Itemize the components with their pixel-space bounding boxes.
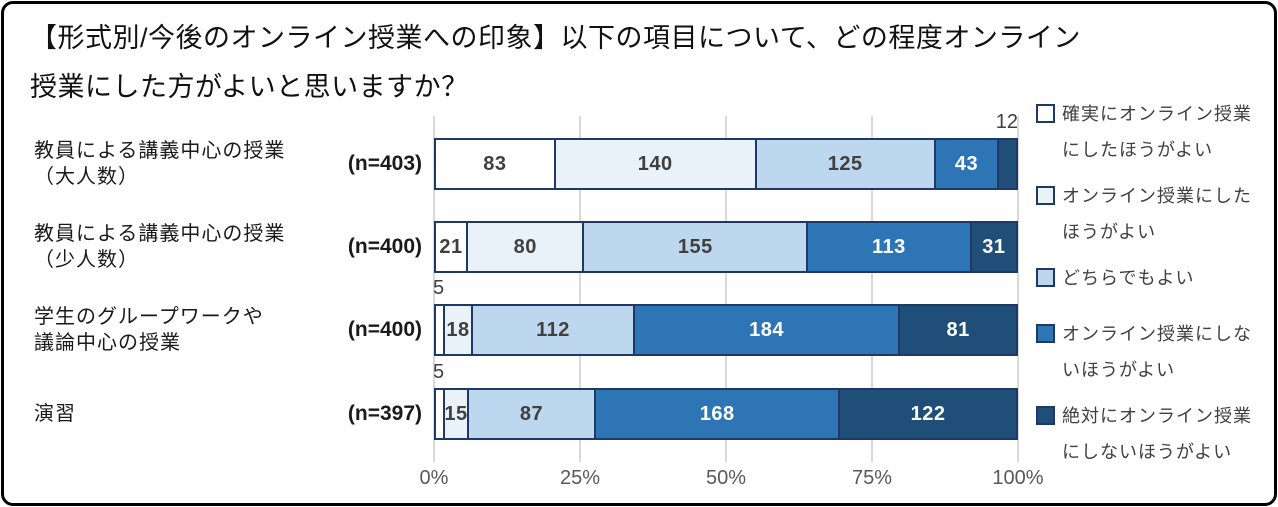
bar-segment: 81	[900, 306, 1016, 354]
category-row-label: 学生のグループワークや 議論中心の授業 (n=400)	[34, 304, 422, 356]
bar-segment: 168	[596, 390, 841, 438]
axis-tick-label: 0%	[419, 467, 449, 489]
bar-segment: 18	[445, 306, 473, 354]
category-label: 教員による講義中心の授業 （少人数）	[34, 223, 286, 271]
sample-size-label: (n=400)	[347, 318, 422, 341]
bar-value-label: 81	[946, 318, 970, 341]
sample-size-label: (n=397)	[347, 402, 422, 425]
category-row-label: 教員による講義中心の授業 （少人数） (n=400)	[34, 221, 422, 273]
axis-tick-label: 100%	[992, 467, 1044, 489]
legend-swatch-icon	[1036, 406, 1055, 425]
bar-value-label: 155	[677, 235, 713, 258]
stacked-bar: 21 80 155 113 31	[434, 221, 1018, 273]
legend-item-label: オンライン授業にしな いほうがよい	[1062, 324, 1252, 380]
bar-segment: 155	[584, 223, 809, 271]
bar-segment: 31	[971, 223, 1017, 271]
legend-item-label: 絶対にオンライン授業 にしないほうがよい	[1062, 406, 1252, 462]
legend-item-label: どちらでもよい	[1062, 268, 1195, 288]
chart-title: 【形式別/今後のオンライン授業への印象】以下の項目について、どの程度オンライン …	[30, 23, 1081, 102]
category-label: 演習	[34, 403, 76, 425]
bar-value-label: 18	[446, 318, 470, 341]
gridline	[433, 116, 435, 462]
legend-item: どちらでもよい	[1036, 260, 1276, 296]
bar-value-label: 87	[519, 402, 544, 425]
legend: 確実にオンライン授業 にしたほうがよい オンライン授業にした ほうがよいどちらでも…	[1036, 96, 1276, 480]
bar-segment: 113	[808, 223, 972, 271]
bar-segment	[436, 306, 446, 354]
bar-value-label: 125	[827, 152, 863, 175]
gridline	[871, 116, 873, 462]
legend-swatch-icon	[1036, 324, 1055, 343]
stacked-bar: 5 15 87 168 122	[433, 361, 1018, 440]
bar-segment: 15	[444, 390, 469, 438]
bar-segment	[436, 390, 446, 438]
bar-value-label: 83	[483, 152, 507, 175]
bar-value-label-outside: 12	[995, 111, 1018, 133]
bar-value-label: 122	[910, 402, 946, 425]
gridline	[579, 116, 581, 462]
bar-segment: 80	[468, 223, 585, 271]
bar-segment	[998, 140, 1016, 188]
legend-item: 絶対にオンライン授業 にしないほうがよい	[1036, 398, 1276, 470]
gridline	[725, 116, 727, 462]
bar-value-label: 31	[982, 235, 1006, 258]
category-label: 教員による講義中心の授業 （大人数）	[34, 140, 286, 188]
bar-value-label-outside: 5	[433, 277, 445, 299]
bar-value-label: 112	[536, 318, 570, 341]
legend-item-label: 確実にオンライン授業 にしたほうがよい	[1062, 104, 1252, 160]
axis-tick-label: 75%	[851, 467, 893, 489]
legend-swatch-icon	[1036, 104, 1055, 123]
category-row-label: 教員による講義中心の授業 （大人数） (n=403)	[34, 138, 422, 190]
bar-value-label-outside: 5	[433, 361, 445, 383]
bar-segment: 87	[468, 390, 597, 438]
bar-value-label: 21	[439, 235, 463, 258]
bar-value-label: 184	[749, 318, 785, 341]
stacked-bar: 83 140 125 43 12	[434, 111, 1018, 190]
stacked-bar: 5 18 112 184 81	[433, 277, 1018, 356]
bar-value-label: 140	[637, 152, 673, 175]
gridline	[1017, 116, 1019, 462]
legend-item-label: オンライン授業にした ほうがよい	[1062, 186, 1252, 242]
bar-segment: 43	[935, 140, 999, 188]
bar-segment: 184	[635, 306, 901, 354]
bar-value-label: 80	[513, 235, 537, 258]
axis-tick-label: 50%	[705, 467, 747, 489]
category-label: 学生のグループワークや 議論中心の授業	[34, 306, 264, 354]
legend-swatch-icon	[1036, 186, 1055, 205]
legend-swatch-icon	[1036, 268, 1055, 287]
legend-item: オンライン授業にした ほうがよい	[1036, 178, 1276, 250]
bar-value-label: 113	[872, 235, 906, 258]
bar-segment: 140	[555, 140, 757, 188]
plot-area	[433, 116, 1019, 462]
bar-segment: 83	[436, 140, 556, 188]
sample-size-label: (n=403)	[347, 152, 422, 175]
legend-item: 確実にオンライン授業 にしたほうがよい	[1036, 96, 1276, 168]
bar-segment: 112	[472, 306, 636, 354]
bar-value-label: 168	[699, 402, 735, 425]
bar-segment: 21	[436, 223, 469, 271]
sample-size-label: (n=400)	[347, 235, 422, 258]
axis-tick-label: 25%	[559, 467, 601, 489]
bar-value-label: 43	[954, 152, 979, 175]
bar-segment: 122	[840, 390, 1016, 438]
legend-item: オンライン授業にしな いほうがよい	[1036, 316, 1276, 388]
bar-segment: 125	[756, 140, 936, 188]
bar-value-label: 15	[444, 402, 468, 425]
category-row-label: 演習 (n=397)	[34, 388, 422, 440]
